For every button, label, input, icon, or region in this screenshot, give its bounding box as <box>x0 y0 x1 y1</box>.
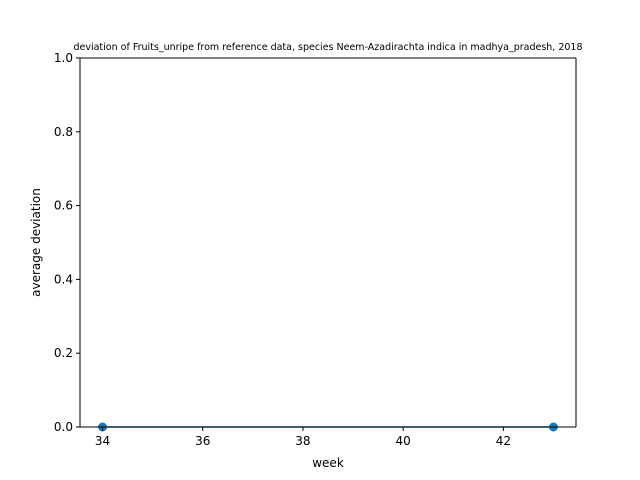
axes-frame <box>79 57 577 428</box>
y-tick-label: 0.8 <box>54 125 73 139</box>
x-tick-label: 42 <box>496 434 511 448</box>
y-axis-label: average deviation <box>29 188 43 297</box>
plot-area <box>80 58 576 427</box>
chart-title: deviation of Fruits_unripe from referenc… <box>73 42 582 53</box>
y-tick-label: 0.2 <box>54 346 73 360</box>
y-tick-label: 0.6 <box>54 199 73 213</box>
x-axis-label: week <box>312 456 344 470</box>
y-tick-label: 0.4 <box>54 272 73 286</box>
x-tick-label: 40 <box>396 434 411 448</box>
x-axis: 34 36 38 40 42 <box>95 427 511 448</box>
x-tick-label: 34 <box>95 434 110 448</box>
y-tick-label: 0.0 <box>54 420 73 434</box>
x-tick-label: 38 <box>295 434 310 448</box>
y-tick-label: 1.0 <box>54 51 73 65</box>
x-tick-label: 36 <box>195 434 210 448</box>
y-axis: 0.0 0.2 0.4 0.6 0.8 1.0 <box>54 51 80 434</box>
